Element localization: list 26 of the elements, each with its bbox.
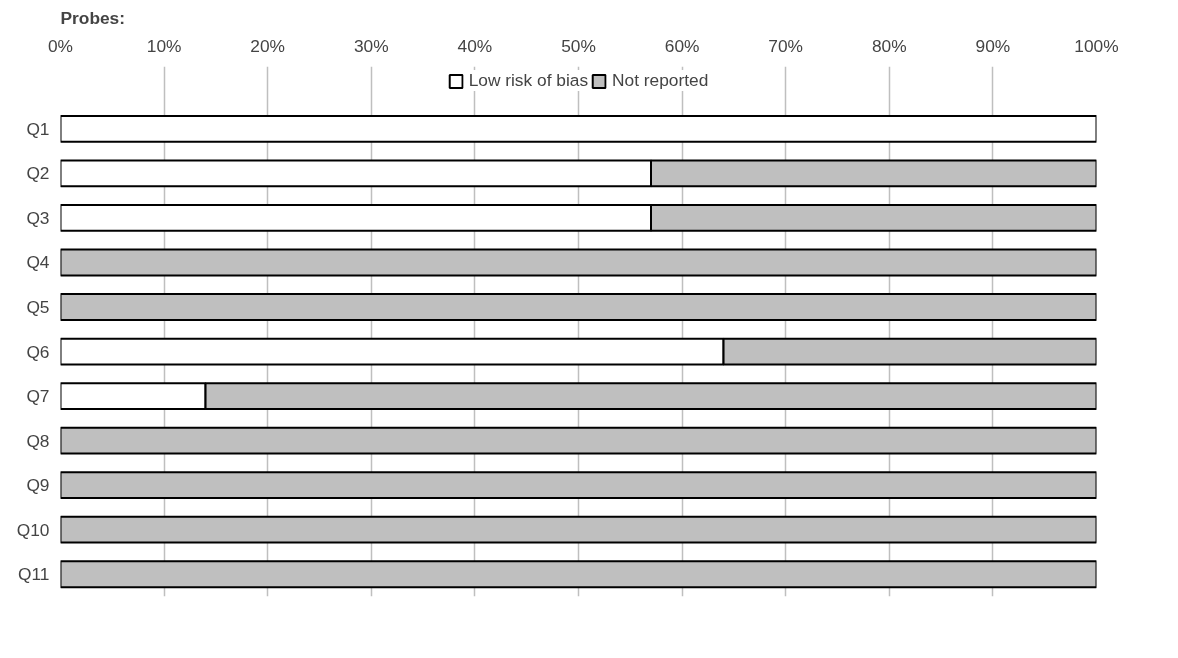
y-tick-label: Q6	[26, 341, 50, 362]
x-tick-label: 80%	[871, 35, 907, 56]
y-tick-label: Q5	[26, 297, 50, 317]
y-tick-label: Q4	[26, 252, 50, 273]
chart-title: Probes:	[60, 7, 126, 28]
x-tick-label: 10%	[146, 35, 182, 56]
y-tick-label: Q8	[26, 430, 50, 451]
y-tick-label: Q7	[26, 386, 50, 407]
x-tick-label: 90%	[975, 35, 1011, 56]
x-tick-label: 40%	[457, 35, 493, 56]
x-tick-label: 100%	[1074, 35, 1119, 56]
y-tick-label: Q11	[18, 564, 50, 585]
legend-label: Not reported	[612, 70, 709, 91]
x-tick-label: 0%	[47, 35, 74, 56]
x-tick-label: 30%	[353, 35, 389, 56]
x-tick-label: 60%	[664, 35, 700, 56]
y-tick-label: Q9	[26, 475, 50, 496]
y-tick-label: Q10	[16, 519, 50, 540]
x-tick-label: 50%	[561, 35, 596, 56]
x-tick-label: 20%	[250, 35, 286, 56]
x-tick-label: 70%	[768, 35, 804, 56]
y-tick-label: Q3	[26, 207, 50, 228]
y-tick-label: Q1	[26, 118, 50, 139]
legend-label: Low risk of bias	[468, 70, 589, 91]
bar	[60, 114, 1097, 143]
y-tick-label: Q2	[26, 163, 50, 184]
